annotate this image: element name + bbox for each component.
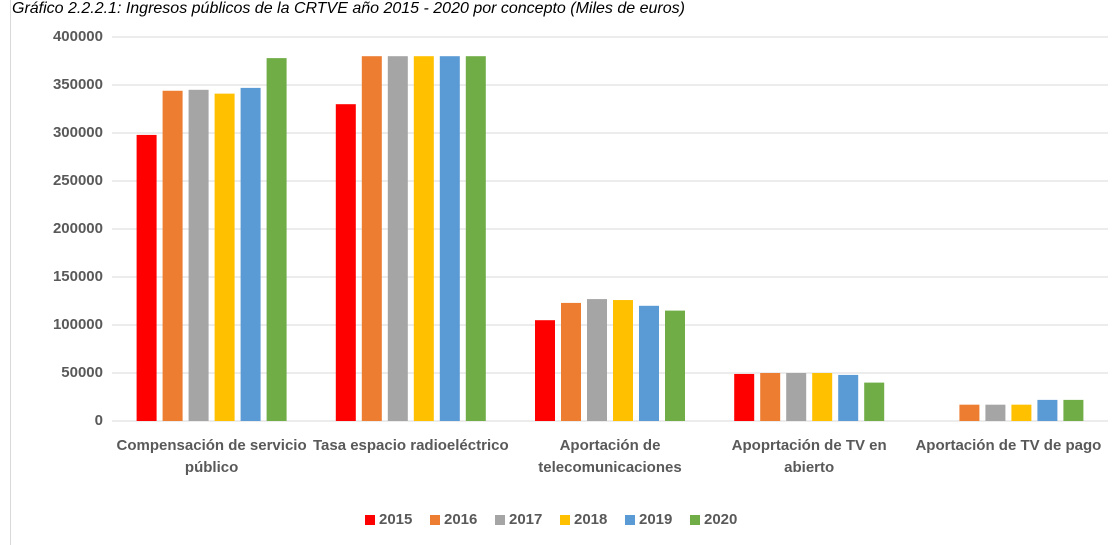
y-tick-label: 150000 [53,268,103,285]
legend-swatch [430,515,440,525]
bar [639,305,659,421]
bar [162,90,183,421]
bar [985,404,1006,421]
bar [734,373,755,421]
bar [413,56,434,421]
legend-label: 2017 [509,511,542,528]
bar [812,373,833,421]
bar [214,93,235,421]
bar [561,302,581,421]
x-tick-label: Compensación de servicio público [116,437,307,476]
y-tick-label: 50000 [61,364,103,381]
x-tick-label: Tasa espacio radioeléctrico [312,437,509,454]
bar [387,56,408,421]
legend-label: 2018 [574,511,607,528]
y-tick-label: 300000 [53,124,103,141]
legend-label: 2020 [704,511,737,528]
legend-swatch [365,515,375,525]
legend-label: 2015 [379,511,412,528]
x-tick-label: Apoprtación de TV en abierto [731,437,887,476]
chart-frame [10,0,11,545]
legend-label: 2019 [639,511,672,528]
y-tick-label: 400000 [53,28,103,45]
y-tick-label: 350000 [53,76,103,93]
bar [587,299,607,421]
bar [786,373,807,421]
bar [136,134,157,422]
bar [838,374,859,421]
bar [1063,399,1084,421]
bar [335,104,356,421]
y-tick-label: 100000 [53,316,103,333]
legend-swatch [625,515,635,525]
bar [266,58,287,422]
bar [188,89,209,422]
bar [465,56,486,421]
bar [959,404,980,421]
bar [1011,404,1032,421]
bar [665,310,685,421]
legend-label: 2016 [444,511,477,528]
chart-title: Gráfico 2.2.2.1: Ingresos públicos de la… [12,0,685,17]
bar [613,300,633,421]
legend-swatch [560,515,570,525]
y-tick-label: 200000 [53,220,103,237]
x-tick-label: Aportación de telecomunicaciones [538,437,682,476]
y-tick-label: 0 [95,412,103,429]
bar [1037,399,1058,421]
legend-swatch [690,515,700,525]
bar [864,382,885,421]
bar [439,56,460,421]
y-tick-label: 250000 [53,172,103,189]
bar [240,87,261,421]
bar [361,56,382,421]
bar [760,373,781,421]
x-tick-label: Aportación de TV de pago [915,437,1102,454]
bar [535,320,555,421]
legend-swatch [495,515,505,525]
